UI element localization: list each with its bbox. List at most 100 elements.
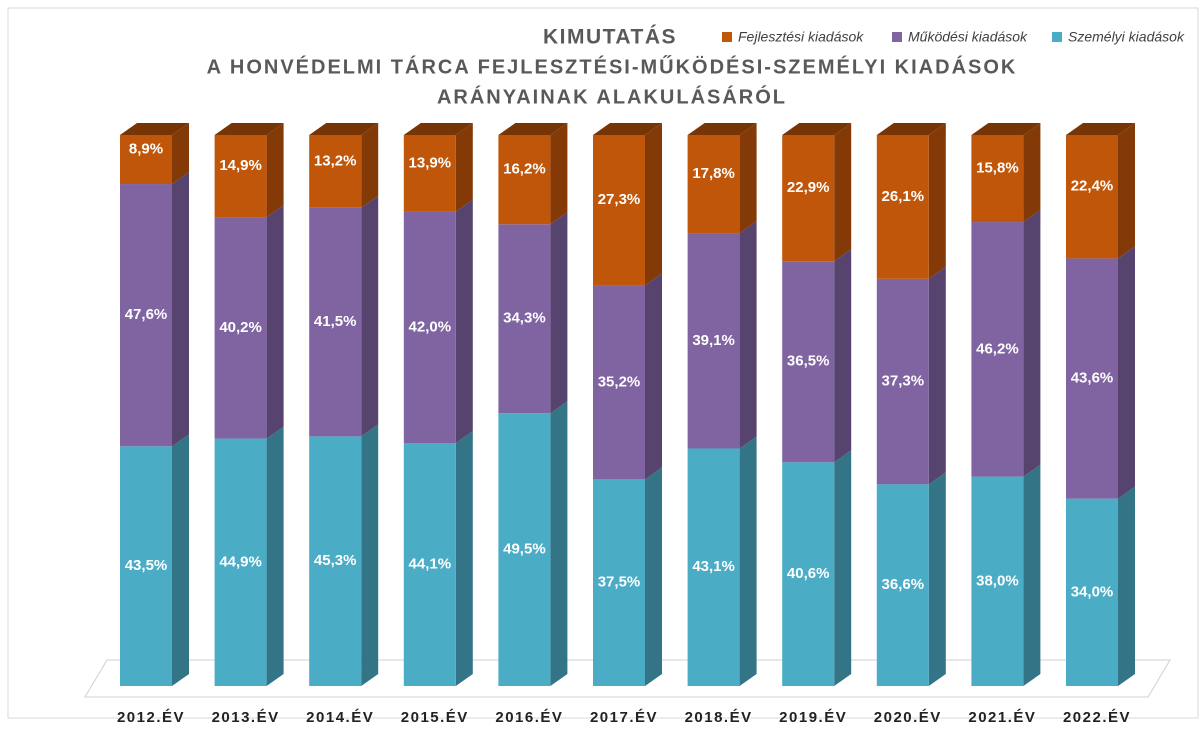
legend-swatch [892,32,902,42]
data-label: 16,2% [503,161,546,178]
bar-side [1118,246,1135,499]
bar-side [172,434,189,686]
data-label: 49,5% [503,541,546,558]
bar [309,207,362,437]
bar-side [361,123,379,208]
data-label: 40,2% [219,319,262,336]
bar-side [928,123,946,279]
bar-side [834,450,852,686]
x-tick-label: 2016.ÉV [495,709,563,726]
data-label: 22,9% [787,179,830,196]
x-tick-label: 2019.ÉV [779,709,847,726]
data-label: 22,4% [1071,178,1114,195]
x-tick-label: 2020.ÉV [874,709,942,726]
bar-side [550,212,568,414]
bar [214,438,267,686]
bar [214,135,267,218]
bar [403,211,456,444]
bar [971,135,1024,223]
bar [120,184,172,447]
data-label: 47,6% [125,306,168,323]
bar-top [876,123,946,135]
bar-top [403,123,473,135]
bar-side [266,426,284,686]
data-label: 37,3% [882,373,925,390]
bar [498,135,551,225]
x-tick-label: 2014.ÉV [306,709,374,726]
data-label: 15,8% [976,159,1019,176]
data-label: 13,9% [409,154,452,171]
bar [498,224,551,414]
bar-side [1118,123,1135,259]
bar [1066,135,1118,259]
bar-top [1066,123,1135,135]
bar-side [645,123,662,286]
x-tick-label: 2015.ÉV [401,709,469,726]
x-tick-label: 2013.ÉV [212,709,280,726]
data-label: 43,5% [125,557,168,574]
bar-side [1023,210,1041,477]
data-label: 43,1% [692,558,735,575]
bar [971,476,1024,686]
x-tick-label: 2022.ÉV [1063,709,1131,726]
data-label: 17,8% [692,165,735,182]
bar-side [172,172,189,447]
bar [876,484,929,686]
bar-side [928,472,946,686]
bar [687,233,740,449]
legend-swatch [722,32,732,42]
bar-top [593,123,662,135]
data-label: 42,0% [409,318,452,335]
chart-title: KIMUTATÁS [543,26,677,49]
data-label: 13,2% [314,152,357,169]
bar-side [550,401,568,686]
chart-border [7,7,1199,719]
bar-top [309,123,379,135]
bar [782,261,835,463]
bar-top [120,123,189,135]
data-label: 39,1% [692,332,735,349]
x-tick-label: 2017.ÉV [590,709,658,726]
bar [498,413,551,686]
legend-label: Személyi kiadások [1068,29,1185,45]
data-label: 44,9% [219,553,262,570]
bar [403,443,456,686]
bar-side [739,123,757,234]
bar [971,222,1024,477]
data-label: 36,6% [882,576,925,593]
bar [214,217,267,439]
bar-side [1023,464,1041,686]
data-label: 38,0% [976,572,1019,589]
data-label: 14,9% [219,157,262,174]
bar-top [214,123,284,135]
bar-top [971,123,1041,135]
bar [593,285,645,480]
data-label: 8,9% [129,140,163,157]
data-label: 45,3% [314,552,357,569]
bar [687,135,740,234]
bar [1066,258,1118,499]
bar-side [739,221,757,449]
data-label: 37,5% [598,574,641,591]
data-label: 40,6% [787,565,830,582]
bar-top [498,123,568,135]
legend-label: Fejlesztési kiadások [738,29,864,45]
bar-side [645,273,662,480]
bar-top [782,123,852,135]
bar-side [739,436,757,686]
data-label: 27,3% [598,191,641,208]
data-label: 43,6% [1071,370,1114,387]
data-label: 44,1% [409,555,452,572]
bar-side [1023,123,1041,223]
bar [309,436,362,686]
bar [593,135,645,286]
bar-side [455,123,473,212]
bar-side [1118,486,1135,686]
data-label: 46,2% [976,340,1019,357]
bar-side [361,195,379,437]
chart-subtitle: ARÁNYAINAK ALAKULÁSÁRÓL [437,84,787,108]
data-label: 41,5% [314,313,357,330]
bar-side [834,123,852,262]
bar-side [928,266,946,485]
